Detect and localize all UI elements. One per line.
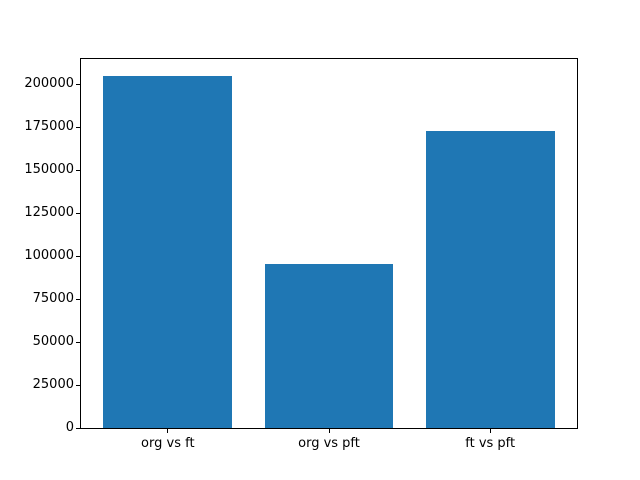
y-axis-tick-label: 25000	[32, 377, 74, 393]
y-tick-mark	[76, 255, 80, 257]
y-axis-tick-label: 125000	[24, 205, 74, 221]
y-axis-tick-label: 200000	[24, 76, 74, 92]
plot-area: 0 25000 50000 75000 100000 125000 150000 175000…	[24, 58, 578, 451]
x-tick-mark	[328, 429, 330, 433]
y-tick-mark	[76, 384, 80, 386]
bar	[425, 130, 555, 428]
y-tick-mark	[76, 212, 80, 214]
y-axis-tick-label: 150000	[24, 162, 74, 178]
y-tick-mark	[76, 427, 80, 429]
y-axis-tick-label: 0	[65, 420, 74, 435]
x-axis-tick-label: org vs pft	[298, 436, 360, 451]
y-tick-mark	[76, 341, 80, 343]
x-axis-tick-label: org vs ft	[141, 436, 195, 451]
y-axis-tick-label: 50000	[32, 334, 74, 350]
x-tick-mark	[167, 429, 169, 433]
y-axis-tick-label: 175000	[24, 119, 74, 135]
y-tick-mark	[76, 169, 80, 171]
y-tick-mark	[76, 126, 80, 128]
y-axis-tick-label: 75000	[32, 291, 74, 307]
x-axis-tick-label: ft vs pft	[465, 436, 516, 451]
y-tick-mark	[76, 83, 80, 85]
y-axis-tick-label: 100000	[24, 248, 74, 264]
y-tick-mark	[76, 298, 80, 300]
x-tick-mark	[489, 429, 491, 433]
bar	[264, 263, 394, 428]
bar	[103, 76, 233, 428]
